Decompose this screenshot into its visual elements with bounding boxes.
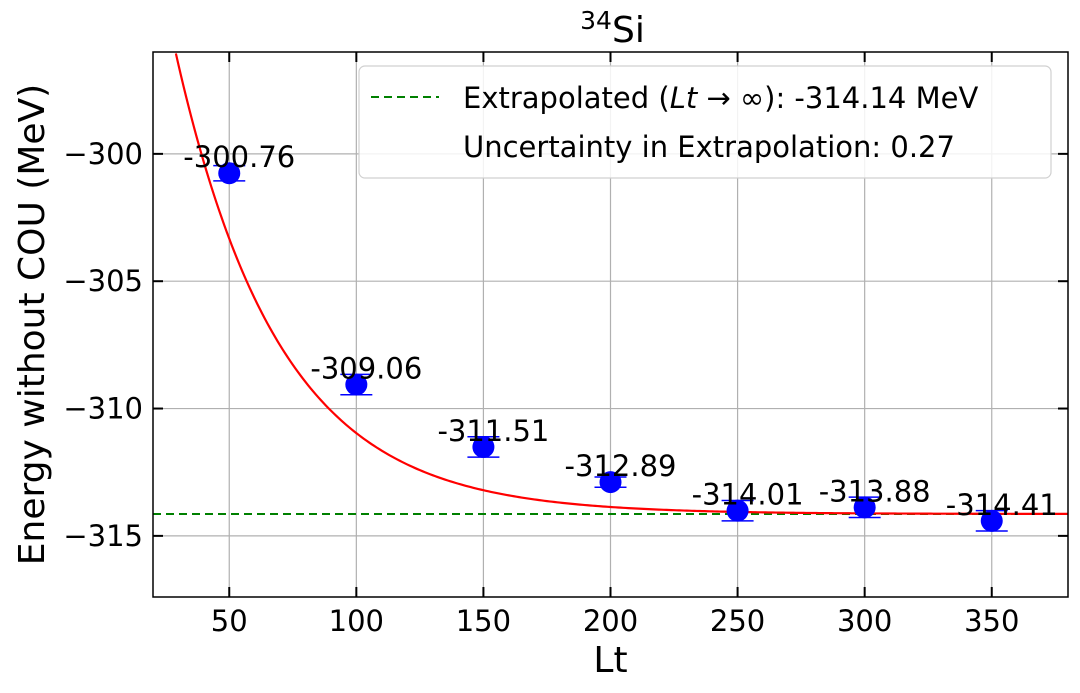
data-point (472, 435, 495, 458)
data-point (599, 471, 622, 494)
y-tick-label: −305 (63, 264, 143, 298)
data-point (345, 373, 368, 396)
data-label: -314.41 (946, 488, 1058, 522)
y-tick-label: −315 (63, 519, 143, 553)
legend-uncertainty-label: Uncertainty in Extrapolation: 0.27 (463, 130, 955, 164)
x-axis-label: Lt (593, 640, 627, 681)
data-points: -300.76 -309.06 -311.51 -312.89 -314.01 -313.… (183, 140, 1058, 532)
data-point (853, 496, 876, 519)
legend-text-italic: Lt (670, 81, 699, 115)
x-tick-label: 100 (329, 604, 384, 638)
y-axis-label: Energy without COU (MeV) (12, 84, 53, 565)
chart-title-superscript: 34 (580, 6, 612, 35)
data-label: -309.06 (310, 352, 422, 386)
x-tick-label: 150 (456, 604, 511, 638)
legend-text-arrow: → ∞ (697, 81, 764, 115)
legend: Extrapolated (Lt → ∞): -314.14 MeV Uncer… (358, 65, 1052, 179)
fit-curve (174, 53, 1068, 515)
data-label: -312.89 (565, 449, 677, 483)
y-tick-label: −310 (63, 392, 143, 426)
data-label: -300.76 (183, 140, 295, 174)
chart-title-element: Si (612, 10, 645, 51)
y-tick-label: −300 (63, 137, 143, 171)
legend-text-suffix: ): -314.14 MeV (764, 81, 978, 115)
data-label: -311.51 (437, 414, 549, 448)
data-label: -314.01 (692, 478, 804, 512)
data-point (218, 162, 241, 185)
axis-ticks: 50 100 150 200 250 300 350 −300 −305 −310 −315 (63, 52, 1068, 638)
chart-title: 34Si (580, 6, 645, 51)
x-tick-label: 250 (710, 604, 765, 638)
data-point (980, 509, 1003, 532)
x-tick-label: 300 (837, 604, 892, 638)
legend-text-prefix: Extrapolated ( (463, 81, 670, 115)
x-tick-label: 200 (583, 604, 638, 638)
data-label: -313.88 (819, 474, 931, 508)
data-point (726, 499, 749, 522)
x-tick-label: 350 (964, 604, 1019, 638)
x-tick-label: 50 (211, 604, 248, 638)
legend-extrapolation-label: Extrapolated (Lt → ∞): -314.14 MeV (463, 81, 978, 115)
legend-box (358, 65, 1052, 179)
